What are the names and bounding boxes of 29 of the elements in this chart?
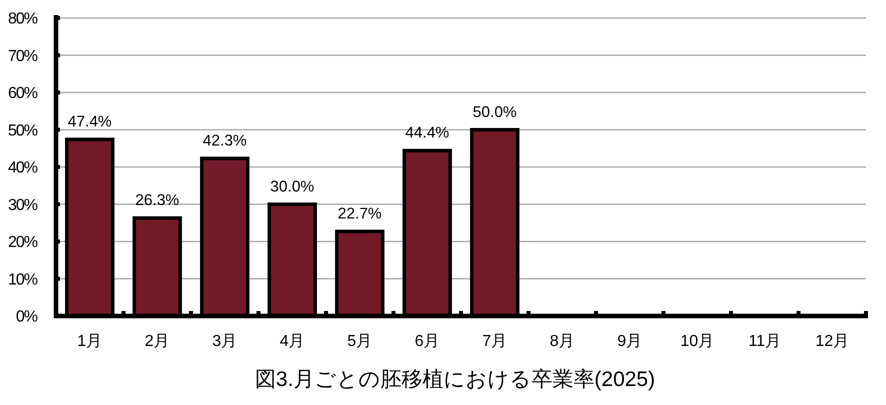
x-tick-label: 8月 [550, 333, 575, 350]
y-tick-label: 80% [8, 10, 38, 28]
x-tick-label: 10月 [680, 333, 714, 350]
data-label: 42.3% [202, 132, 247, 150]
x-tick-label: 11月 [748, 333, 782, 350]
y-tick-label: 40% [8, 160, 38, 176]
data-label: 50.0% [472, 104, 517, 121]
x-tick-label: 4月 [280, 333, 305, 350]
y-tick-label: 60% [8, 85, 38, 102]
y-tick-label: 50% [8, 122, 38, 140]
x-tick-label: 12月 [815, 333, 850, 350]
data-label: 26.3% [135, 192, 180, 210]
x-tick-label: 5月 [347, 333, 372, 350]
y-tick-label: 10% [8, 271, 38, 288]
x-tick-label: 1月 [77, 333, 102, 350]
y-tick-label: 70% [8, 48, 38, 65]
data-label: 47.4% [68, 113, 112, 130]
data-label: 22.7% [338, 205, 382, 222]
y-tick-label: 0% [16, 308, 38, 326]
data-label: 30.0% [270, 178, 314, 196]
x-tick-label: 6月 [414, 333, 440, 350]
y-tick-label: 30% [8, 196, 38, 214]
x-tick-label: 3月 [212, 333, 238, 350]
data-label: 44.4% [405, 124, 450, 142]
text: 図3.月ごとの胚移植における卒業率(2025) [254, 368, 656, 391]
x-tick-label: 2月 [144, 333, 170, 350]
x-tick-label: 7月 [482, 333, 508, 350]
x-tick-label: 9月 [617, 333, 642, 350]
y-tick-label: 20% [8, 234, 38, 251]
